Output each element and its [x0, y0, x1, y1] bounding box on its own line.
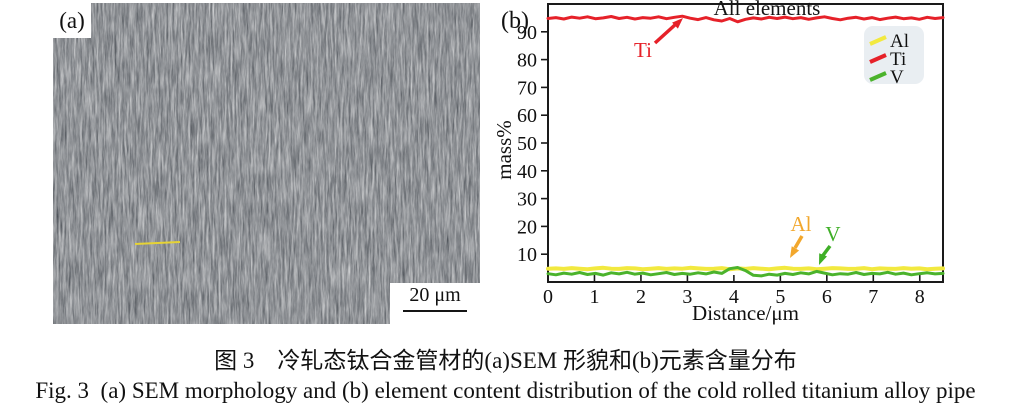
x-tick-label: 7: [868, 286, 878, 308]
chart-panel: 0 1 2 3 4 5 6 7 8 10 20 30 40 50 60 70 80 90 All elements…: [490, 0, 1011, 330]
x-axis-title: Distance/μm: [692, 301, 799, 325]
series-line-ti: [546, 14, 945, 24]
legend-item-v: V: [869, 67, 904, 88]
x-tick-label: 5: [775, 286, 785, 308]
x-tick-label: 4: [729, 286, 739, 308]
x-tick-label: 1: [589, 286, 599, 308]
y-tick-label: 90: [517, 22, 537, 44]
annotation-ti: Ti: [634, 18, 683, 62]
legend-v-label: V: [890, 67, 904, 88]
y-tick-label: 50: [517, 133, 537, 155]
chart-title: All elements: [714, 0, 821, 20]
legend-ti-label: Ti: [890, 49, 906, 70]
legend-al-line-sample: [869, 35, 887, 46]
y-tick-label: 30: [517, 189, 537, 211]
y-tick-label: 10: [517, 244, 537, 266]
y-tick-label: 80: [517, 50, 537, 72]
legend-ti-line-sample: [869, 53, 887, 64]
element-distribution-chart: 0 1 2 3 4 5 6 7 8 10 20 30 40 50 60 70 80 90 All elements…: [517, 0, 945, 308]
annotation-v: V: [819, 222, 841, 265]
figure-caption-english: Fig. 3 (a) SEM morphology and (b) elemen…: [35, 378, 976, 403]
scale-bar: 20 μm: [390, 283, 480, 324]
x-tick-label: 0: [543, 286, 553, 308]
x-tick-label: 2: [636, 286, 646, 308]
sem-bright-specks: [53, 3, 480, 324]
annotation-ti-label: Ti: [634, 38, 652, 62]
annotation-al-label: Al: [791, 212, 812, 236]
series-line-al: [546, 265, 945, 272]
scale-bar-label: 20 μm: [409, 284, 461, 306]
annotation-v-label: V: [825, 222, 840, 246]
annotation-ti-arrowhead: [672, 18, 683, 29]
scale-bar-line: [403, 310, 467, 312]
legend-item-ti: Ti: [869, 49, 906, 70]
y-tick-label: 70: [517, 77, 537, 99]
x-tick-label: 8: [915, 286, 925, 308]
series-line-v: [546, 266, 945, 278]
annotation-v-arrow: [821, 244, 832, 258]
annotation-al-arrow: [793, 235, 804, 249]
legend-v-line-sample: [869, 71, 887, 82]
annotation-ti-arrow: [653, 22, 678, 45]
annotation-al: Al: [790, 212, 812, 258]
annotation-v-arrowhead: [819, 253, 827, 265]
y-tick-label: 20: [517, 216, 537, 238]
y-tick-label: 60: [517, 105, 537, 127]
panel-b-label: (b): [501, 8, 529, 34]
chart-legend: Al Ti V: [864, 26, 924, 88]
x-tick-label: 6: [822, 286, 832, 308]
legend-item-al: Al: [869, 31, 909, 52]
figure-caption-chinese: 图 3 冷轧态钛合金管材的(a)SEM 形貌和(b)元素含量分布: [214, 348, 797, 373]
sem-panel: (a) 20 μm: [53, 3, 480, 324]
x-tick-label: 3: [682, 286, 692, 308]
annotation-al-arrowhead: [790, 246, 800, 258]
sem-micrograph: [53, 3, 480, 324]
y-axis-title: mass%: [492, 120, 516, 180]
y-tick-label: 40: [517, 161, 537, 183]
panel-a-label: (a): [53, 3, 91, 38]
legend-al-label: Al: [890, 31, 909, 52]
chart-plot-area: 0 1 2 3 4 5 6 7 8 10 20 30 40 50 60 70 80 90: [517, 3, 945, 308]
